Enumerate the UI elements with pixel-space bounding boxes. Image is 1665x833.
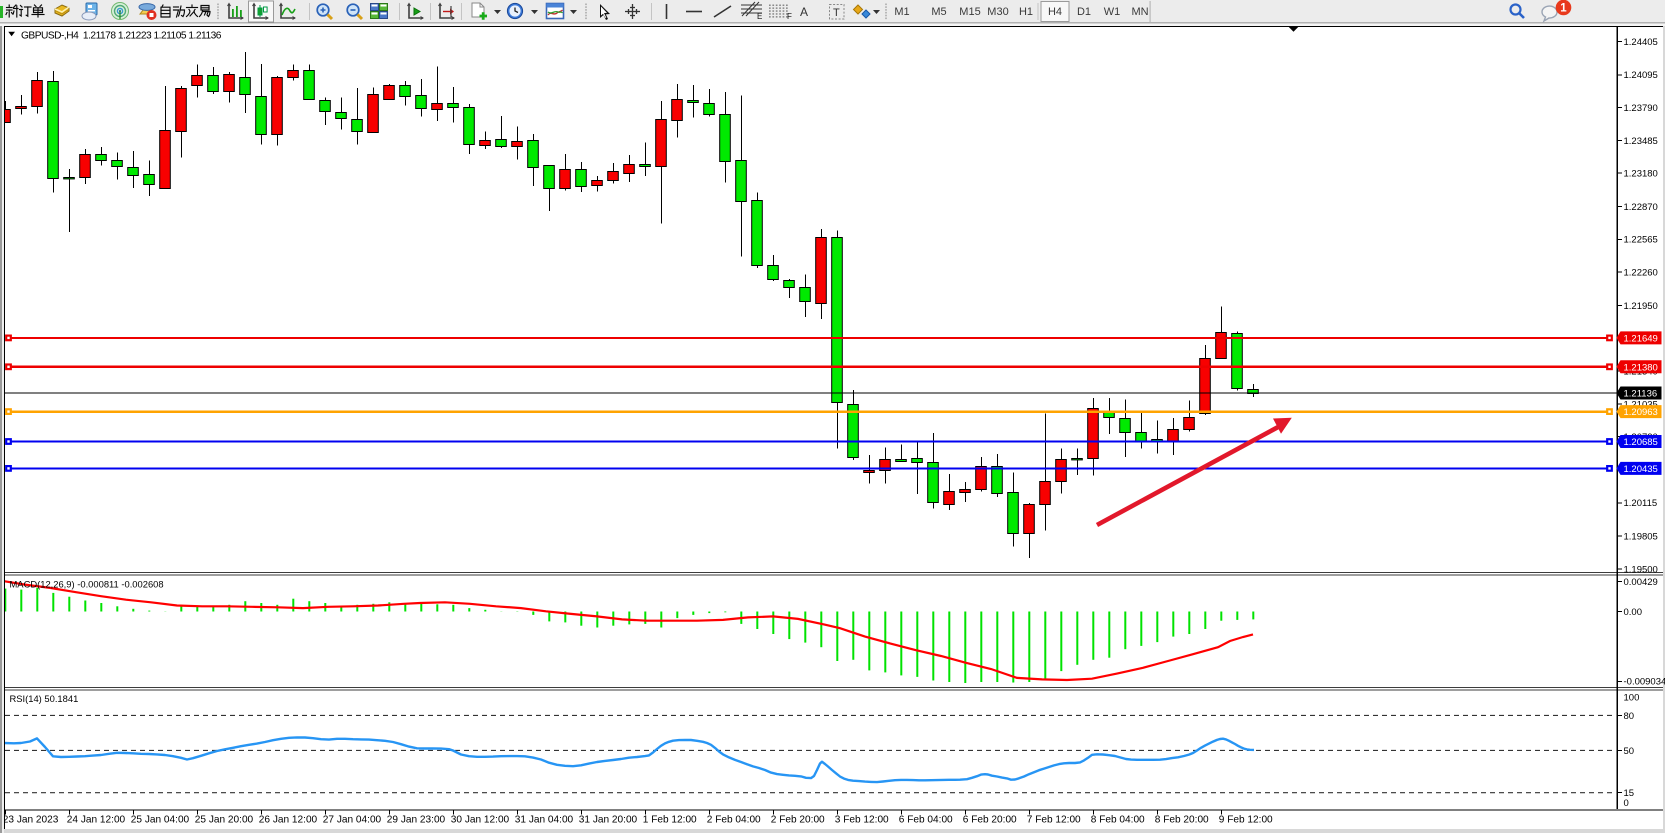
svg-text:0.00: 0.00 <box>1624 607 1643 618</box>
svg-text:7 Feb 12:00: 7 Feb 12:00 <box>1027 815 1081 826</box>
svg-text:3 Feb 12:00: 3 Feb 12:00 <box>835 815 889 826</box>
svg-text:0.00429: 0.00429 <box>1624 577 1658 588</box>
svg-text:27 Jan 04:00: 27 Jan 04:00 <box>323 815 382 826</box>
svg-text:1.21950: 1.21950 <box>1624 301 1658 312</box>
svg-text:T: T <box>833 7 840 19</box>
svg-text:1 Feb 12:00: 1 Feb 12:00 <box>643 815 697 826</box>
svg-text:80: 80 <box>1624 711 1635 722</box>
svg-text:1.21035: 1.21035 <box>1624 399 1658 410</box>
svg-text:1.23790: 1.23790 <box>1624 103 1658 114</box>
svg-text:8 Feb 20:00: 8 Feb 20:00 <box>1155 815 1209 826</box>
svg-text:MACD(12,26,9) -0.000811 -0.002: MACD(12,26,9) -0.000811 -0.002608 <box>10 579 164 590</box>
svg-text:GBPUSD-,H4 1.21178 1.21223 1.: GBPUSD-,H4 1.21178 1.21223 1.21105 1.211… <box>21 31 222 42</box>
svg-text:E: E <box>757 12 762 21</box>
svg-text:1.22260: 1.22260 <box>1624 268 1658 279</box>
svg-text:29 Jan 23:00: 29 Jan 23:00 <box>387 815 446 826</box>
svg-text:W1: W1 <box>1104 6 1121 18</box>
svg-text:1.23180: 1.23180 <box>1624 169 1658 180</box>
svg-text:25 Jan 20:00: 25 Jan 20:00 <box>195 815 254 826</box>
svg-text:0: 0 <box>1624 798 1629 809</box>
svg-text:1.24095: 1.24095 <box>1624 70 1658 81</box>
svg-text:31 Jan 20:00: 31 Jan 20:00 <box>579 815 638 826</box>
svg-text:6 Feb 04:00: 6 Feb 04:00 <box>899 815 953 826</box>
svg-text:1.21649: 1.21649 <box>1624 334 1658 345</box>
svg-text:9 Feb 12:00: 9 Feb 12:00 <box>1219 815 1273 826</box>
svg-text:-0.009034: -0.009034 <box>1624 677 1665 688</box>
svg-text:2 Feb 20:00: 2 Feb 20:00 <box>771 815 825 826</box>
svg-text:1.20115: 1.20115 <box>1624 498 1658 509</box>
svg-text:1.23485: 1.23485 <box>1624 136 1658 147</box>
svg-text:1.19500: 1.19500 <box>1624 564 1658 575</box>
svg-text:2 Feb 04:00: 2 Feb 04:00 <box>707 815 761 826</box>
svg-text:M15: M15 <box>959 6 980 18</box>
svg-text:M5: M5 <box>931 6 946 18</box>
svg-text:F: F <box>787 12 792 21</box>
svg-text:23 Jan 2023: 23 Jan 2023 <box>3 815 59 826</box>
svg-text:6 Feb 20:00: 6 Feb 20:00 <box>963 815 1017 826</box>
svg-text:50: 50 <box>1624 746 1635 757</box>
svg-text:31 Jan 04:00: 31 Jan 04:00 <box>515 815 574 826</box>
svg-text:1.21380: 1.21380 <box>1624 362 1658 373</box>
svg-text:1.24405: 1.24405 <box>1624 37 1658 48</box>
svg-text:A: A <box>800 5 808 19</box>
svg-text:1: 1 <box>1560 3 1567 15</box>
svg-text:H1: H1 <box>1019 6 1033 18</box>
svg-text:100: 100 <box>1624 693 1640 704</box>
svg-text:1.19805: 1.19805 <box>1624 532 1658 543</box>
svg-text:1.20685: 1.20685 <box>1624 437 1658 448</box>
svg-text:M30: M30 <box>987 6 1008 18</box>
svg-text:D1: D1 <box>1077 6 1091 18</box>
svg-text:RSI(14) 50.1841: RSI(14) 50.1841 <box>10 693 79 704</box>
svg-text:15: 15 <box>1624 788 1635 799</box>
svg-text:1.20435: 1.20435 <box>1624 464 1658 475</box>
svg-text:24 Jan 12:00: 24 Jan 12:00 <box>67 815 126 826</box>
svg-text:25 Jan 04:00: 25 Jan 04:00 <box>131 815 190 826</box>
svg-text:1.22565: 1.22565 <box>1624 235 1658 246</box>
svg-text:1.22870: 1.22870 <box>1624 202 1658 213</box>
svg-text:1.20963: 1.20963 <box>1624 407 1658 418</box>
svg-text:MN: MN <box>1131 6 1148 18</box>
svg-text:1.21136: 1.21136 <box>1624 389 1658 400</box>
svg-text:30 Jan 12:00: 30 Jan 12:00 <box>451 815 510 826</box>
svg-text:8 Feb 04:00: 8 Feb 04:00 <box>1091 815 1145 826</box>
svg-text:H4: H4 <box>1048 6 1062 18</box>
svg-text:M1: M1 <box>894 6 909 18</box>
svg-text:26 Jan 12:00: 26 Jan 12:00 <box>259 815 318 826</box>
